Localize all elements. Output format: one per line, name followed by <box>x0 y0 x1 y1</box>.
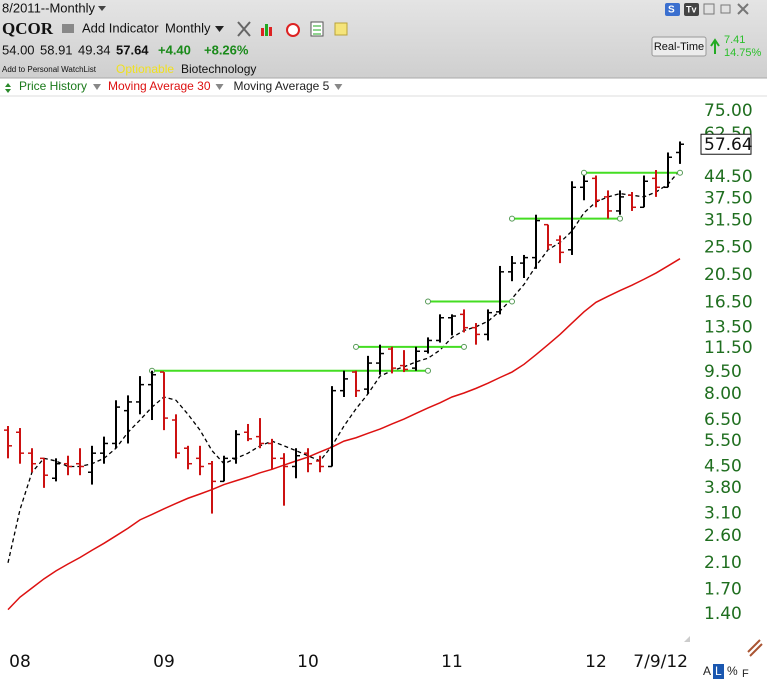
level-line-end <box>677 169 683 176</box>
window-buttons[interactable] <box>703 3 749 15</box>
last: 57.64 <box>116 42 149 57</box>
button[interactable] <box>665 3 680 16</box>
y-tick-label: 20.50 <box>704 265 753 285</box>
optionable: Optionable <box>116 62 174 76</box>
y-tick-label: 2.60 <box>704 526 742 546</box>
last-price-box <box>700 133 752 155</box>
realtime-button[interactable] <box>651 36 707 57</box>
period[interactable]: 8/2011--Monthly <box>2 0 95 15</box>
moving-average <box>7 169 681 563</box>
low: 49.34 <box>78 42 111 57</box>
header-bg <box>0 0 767 78</box>
x-tick-label: 7/9/12 <box>633 652 688 672</box>
x-tick-label: 08 <box>9 652 31 672</box>
scroll-marker <box>684 636 690 642</box>
dropdown[interactable] <box>215 26 224 32</box>
y-tick-label: 25.50 <box>704 237 753 257</box>
legend-entry[interactable]: Moving Average 5 <box>234 79 330 93</box>
rt-change-pct: 14.75% <box>724 47 762 59</box>
draw-icon[interactable] <box>747 639 763 657</box>
symbol: QCOR <box>2 19 54 38</box>
level-line-end <box>581 169 587 176</box>
level-line-end <box>509 215 515 222</box>
y-tick-label: 8.00 <box>704 384 742 404</box>
y-tick-label: 75.00 <box>704 101 753 121</box>
add-indicator[interactable]: Add Indicator <box>82 20 159 35</box>
button-label[interactable]: S <box>668 5 675 16</box>
y-tick-label: 2.10 <box>704 553 742 573</box>
y-tick-label: 1.40 <box>704 604 742 624</box>
footer-buttons[interactable] <box>713 664 724 679</box>
y-tick-label: 44.50 <box>704 167 753 187</box>
footer-button[interactable]: F <box>742 668 749 680</box>
legend-entry[interactable]: Price History <box>19 79 87 93</box>
footer-button[interactable]: A <box>703 664 711 678</box>
dropdown <box>215 84 224 90</box>
level-line-end <box>509 298 515 305</box>
button[interactable] <box>684 3 699 16</box>
legend-icon <box>5 83 11 93</box>
x-tick-label: 10 <box>297 652 319 672</box>
level-line-end <box>461 343 467 350</box>
y-tick-label: 6.50 <box>704 410 742 430</box>
y-tick-label: 37.50 <box>704 189 753 209</box>
last-price-label: 57.64 <box>704 135 753 155</box>
up-arrow <box>710 38 720 54</box>
x-tick-label: 09 <box>153 652 175 672</box>
y-tick-label: 31.50 <box>704 211 753 231</box>
legend: Price History Moving Average 30 Moving Ave… <box>5 79 343 93</box>
plot: 75.0062.5044.5037.5031.5025.5020.5016.50… <box>4 101 753 672</box>
x-tick-label: 12 <box>585 652 607 672</box>
high: 58.91 <box>40 42 73 57</box>
y-tick-label: 3.10 <box>704 504 742 524</box>
y-tick-label: 1.70 <box>704 580 742 600</box>
footer-button[interactable]: % <box>727 664 738 678</box>
dropdown <box>93 84 101 90</box>
dropdown <box>334 84 343 90</box>
y-tick-label: 3.80 <box>704 478 742 498</box>
industry: Biotechnology <box>181 62 256 76</box>
y-tick-label: 9.50 <box>704 362 742 382</box>
icon[interactable] <box>62 24 74 33</box>
level-line-end <box>425 367 431 374</box>
x-tick-label: 11 <box>441 652 463 672</box>
y-tick-label: 4.50 <box>704 456 742 476</box>
legend-entry[interactable]: Moving Average 30 <box>108 79 211 93</box>
realtime-label[interactable]: Real-Time <box>654 41 704 53</box>
interval[interactable]: Monthly <box>165 20 211 35</box>
rt-change: 7.41 <box>724 34 745 46</box>
moving-average <box>7 258 681 611</box>
y-tick-label: 11.50 <box>704 338 753 358</box>
level-line-end <box>617 215 623 222</box>
dropdown[interactable] <box>98 6 106 11</box>
open: 54.00 <box>2 42 35 57</box>
y-tick-label: 13.50 <box>704 318 753 338</box>
y-tick-label: 16.50 <box>704 292 753 312</box>
toolbar-icons[interactable] <box>237 21 348 37</box>
change: +4.40 <box>158 42 191 57</box>
change-pct: +8.26% <box>204 42 249 57</box>
footer-button[interactable]: L <box>715 664 722 678</box>
level-line-end <box>353 343 359 350</box>
y-tick-label: 5.50 <box>704 431 742 451</box>
button-label[interactable]: Tv <box>686 4 697 14</box>
watchlist[interactable]: Add to Personal WatchList <box>2 65 97 74</box>
level-line-end <box>425 298 431 305</box>
